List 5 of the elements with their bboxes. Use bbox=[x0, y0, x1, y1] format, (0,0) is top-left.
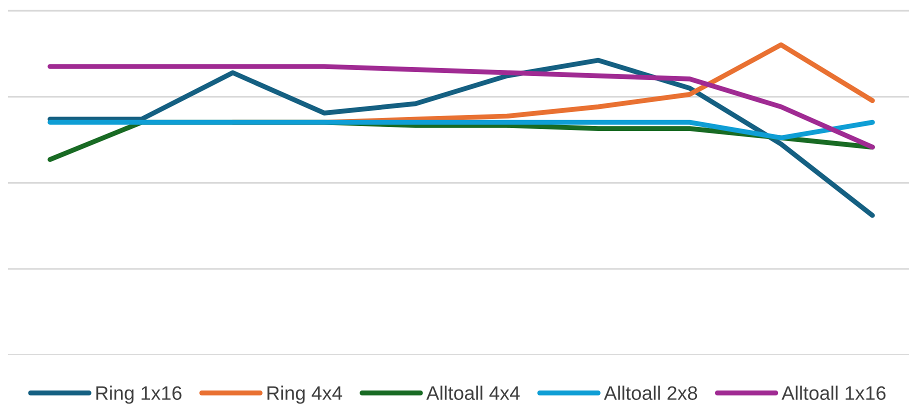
legend-label: Alltoall 2x8 bbox=[604, 386, 698, 400]
legend-label: Ring 4x4 bbox=[268, 386, 342, 404]
legend-label: Alltoall 4x4 bbox=[426, 386, 520, 400]
legend-label: Alltoall 1x16 bbox=[782, 386, 886, 400]
legend-label: Ring 1x16 bbox=[96, 386, 182, 404]
